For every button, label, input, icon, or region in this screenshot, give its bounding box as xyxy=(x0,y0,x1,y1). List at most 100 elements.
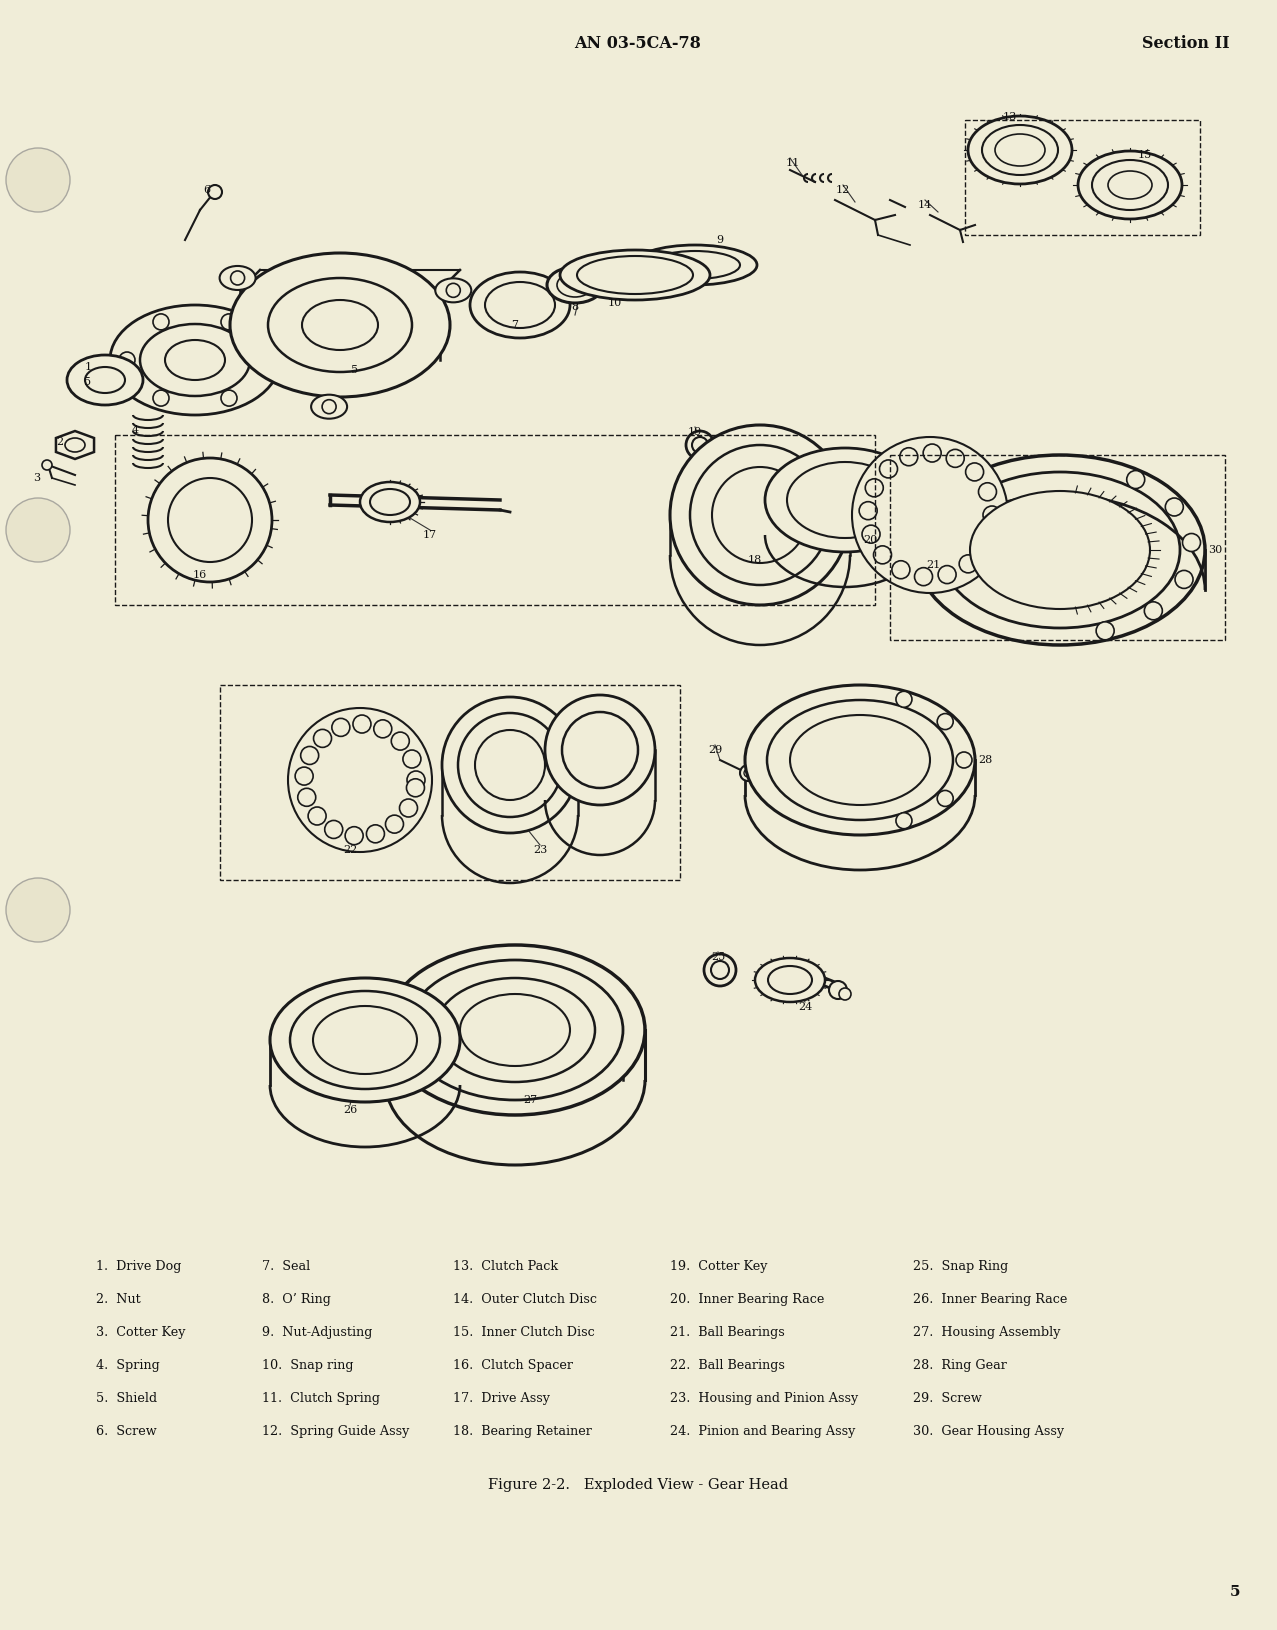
Text: 19: 19 xyxy=(688,427,702,437)
Circle shape xyxy=(1126,471,1144,489)
Text: 7.  Seal: 7. Seal xyxy=(262,1260,310,1273)
Text: 21: 21 xyxy=(926,561,940,570)
Text: 28.  Ring Gear: 28. Ring Gear xyxy=(913,1359,1008,1372)
Ellipse shape xyxy=(407,960,623,1100)
Circle shape xyxy=(959,554,977,572)
Ellipse shape xyxy=(765,448,925,553)
Text: 25: 25 xyxy=(711,952,725,962)
Text: 30: 30 xyxy=(1208,544,1222,554)
Text: 7: 7 xyxy=(512,319,518,329)
Text: 4: 4 xyxy=(132,425,139,435)
Circle shape xyxy=(314,729,332,748)
Circle shape xyxy=(744,769,752,778)
Text: 5: 5 xyxy=(84,377,92,386)
Circle shape xyxy=(1183,533,1200,551)
Circle shape xyxy=(153,390,169,406)
Circle shape xyxy=(374,720,392,738)
Ellipse shape xyxy=(290,991,441,1089)
Text: Section II: Section II xyxy=(1143,34,1230,52)
Ellipse shape xyxy=(1108,171,1152,199)
Circle shape xyxy=(978,482,996,500)
Circle shape xyxy=(231,271,245,285)
Circle shape xyxy=(1166,499,1184,517)
Circle shape xyxy=(686,430,714,460)
Circle shape xyxy=(308,807,326,825)
Text: AN 03-5CA-78: AN 03-5CA-78 xyxy=(575,34,701,52)
Text: 1: 1 xyxy=(84,362,92,372)
Text: 15.  Inner Clutch Disc: 15. Inner Clutch Disc xyxy=(453,1325,595,1338)
Text: 18.  Bearing Retainer: 18. Bearing Retainer xyxy=(453,1425,593,1438)
Circle shape xyxy=(923,443,941,461)
Ellipse shape xyxy=(1078,152,1183,218)
Ellipse shape xyxy=(268,279,412,372)
Text: 29.  Screw: 29. Screw xyxy=(913,1392,982,1405)
Circle shape xyxy=(1096,621,1114,641)
Text: 5.  Shield: 5. Shield xyxy=(96,1392,157,1405)
Text: 5: 5 xyxy=(351,365,359,375)
Text: 9: 9 xyxy=(716,235,724,244)
Text: 23.  Housing and Pinion Assy: 23. Housing and Pinion Assy xyxy=(670,1392,858,1405)
Circle shape xyxy=(386,815,404,833)
Circle shape xyxy=(332,719,350,737)
Circle shape xyxy=(704,954,736,986)
Ellipse shape xyxy=(562,712,638,787)
Circle shape xyxy=(400,799,418,817)
Circle shape xyxy=(352,716,370,734)
Ellipse shape xyxy=(148,458,272,582)
Circle shape xyxy=(1175,570,1193,588)
Ellipse shape xyxy=(852,437,1008,593)
Ellipse shape xyxy=(220,266,255,290)
Text: 15: 15 xyxy=(1138,150,1152,160)
Circle shape xyxy=(873,546,891,564)
Circle shape xyxy=(322,399,336,414)
Text: 17: 17 xyxy=(423,530,437,540)
Circle shape xyxy=(119,352,135,368)
Circle shape xyxy=(982,515,1000,533)
Ellipse shape xyxy=(767,967,812,994)
Text: 1.  Drive Dog: 1. Drive Dog xyxy=(96,1260,181,1273)
Circle shape xyxy=(937,714,953,730)
Circle shape xyxy=(6,148,70,212)
Ellipse shape xyxy=(940,473,1180,628)
Text: 16.  Clutch Spacer: 16. Clutch Spacer xyxy=(453,1359,573,1372)
Circle shape xyxy=(6,499,70,562)
Text: 22.  Ball Bearings: 22. Ball Bearings xyxy=(670,1359,785,1372)
Circle shape xyxy=(939,566,956,584)
Ellipse shape xyxy=(435,978,595,1082)
Ellipse shape xyxy=(577,256,693,293)
Text: 28: 28 xyxy=(978,755,992,764)
Ellipse shape xyxy=(713,468,808,562)
Text: 20.  Inner Bearing Race: 20. Inner Bearing Race xyxy=(670,1293,825,1306)
Ellipse shape xyxy=(470,272,570,337)
Text: 22: 22 xyxy=(344,844,358,856)
Text: Figure 2-2.   Exploded View - Gear Head: Figure 2-2. Exploded View - Gear Head xyxy=(488,1478,788,1491)
Text: 24.  Pinion and Bearing Assy: 24. Pinion and Bearing Assy xyxy=(670,1425,856,1438)
Circle shape xyxy=(221,390,238,406)
Text: 26: 26 xyxy=(344,1105,358,1115)
Text: 30.  Gear Housing Assy: 30. Gear Housing Assy xyxy=(913,1425,1064,1438)
Ellipse shape xyxy=(916,455,1205,645)
Ellipse shape xyxy=(545,694,655,805)
Circle shape xyxy=(711,962,729,980)
Text: 23: 23 xyxy=(533,844,547,856)
Ellipse shape xyxy=(475,730,545,800)
Ellipse shape xyxy=(971,491,1151,610)
Circle shape xyxy=(295,768,313,786)
Text: 8: 8 xyxy=(571,302,578,311)
Ellipse shape xyxy=(485,282,555,328)
Ellipse shape xyxy=(767,699,953,820)
Ellipse shape xyxy=(547,267,603,303)
Ellipse shape xyxy=(458,712,562,817)
Circle shape xyxy=(900,448,918,466)
Text: 29: 29 xyxy=(707,745,722,755)
Circle shape xyxy=(255,352,271,368)
Ellipse shape xyxy=(312,394,347,419)
Text: 19.  Cotter Key: 19. Cotter Key xyxy=(670,1260,767,1273)
Text: 11.  Clutch Spring: 11. Clutch Spring xyxy=(262,1392,379,1405)
Text: 17.  Drive Assy: 17. Drive Assy xyxy=(453,1392,550,1405)
Text: 13: 13 xyxy=(1002,112,1016,122)
Text: 27.  Housing Assembly: 27. Housing Assembly xyxy=(913,1325,1061,1338)
Text: 2.  Nut: 2. Nut xyxy=(96,1293,140,1306)
Ellipse shape xyxy=(301,300,378,350)
Circle shape xyxy=(6,879,70,942)
